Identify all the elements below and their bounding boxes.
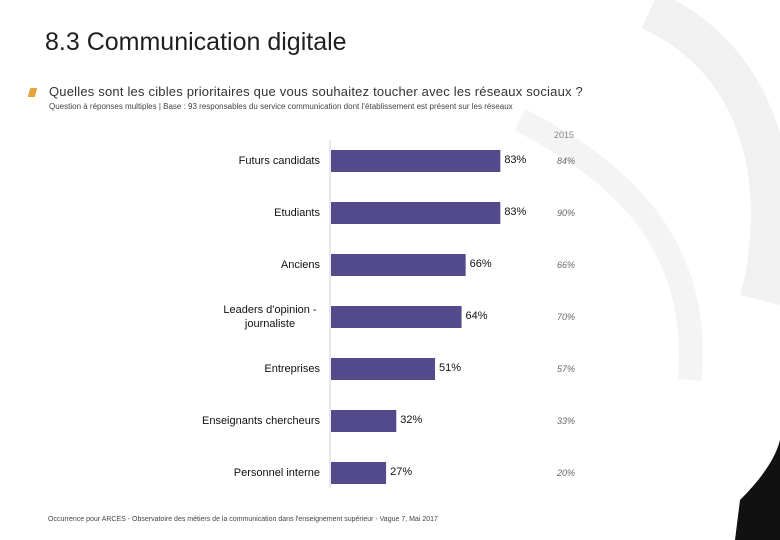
bar-4	[331, 358, 436, 380]
bar-5	[331, 410, 397, 432]
category-label: Anciens	[280, 259, 320, 271]
category-label: Etudiants	[274, 207, 320, 219]
comparison-value: 33%	[556, 416, 575, 426]
question-subtitle: Question à réponses multiples | Base : 9…	[49, 102, 513, 111]
footer-note: Occurrence pour ARCES - Observatoire des…	[48, 516, 438, 523]
category-label: Personnel interne	[233, 467, 320, 479]
comparison-value: 20%	[556, 468, 575, 478]
bar-1	[331, 202, 501, 224]
page-title: 8.3 Communication digitale	[45, 28, 347, 56]
question-text: Quelles sont les cibles prioritaires que…	[49, 84, 583, 99]
bar-6	[331, 462, 387, 484]
value-label: 27%	[390, 466, 413, 478]
value-label: 83%	[504, 154, 527, 166]
value-label: 51%	[439, 362, 462, 374]
comparison-value: 66%	[556, 260, 575, 270]
corner-swoosh	[735, 440, 780, 540]
value-label: 83%	[504, 206, 527, 218]
category-label: Entreprises	[264, 363, 320, 375]
value-label: 32%	[400, 414, 423, 426]
value-label: 66%	[469, 258, 492, 270]
bar-2	[331, 254, 466, 276]
comparison-year-label: 2015	[553, 130, 575, 140]
swirl-arc-inner	[514, 109, 703, 381]
swirl-arc-outer	[641, 0, 780, 305]
comparison-value: 70%	[556, 312, 575, 322]
value-label: 64%	[465, 310, 488, 322]
category-label: Leaders d'opinion - journaliste	[223, 304, 317, 330]
comparison-value: 84%	[556, 156, 575, 166]
comparison-value: 57%	[556, 364, 575, 374]
category-label: Enseignants chercheurs	[201, 415, 320, 427]
bar-0	[331, 150, 501, 172]
comparison-value: 90%	[556, 208, 575, 218]
bar-3	[331, 306, 462, 328]
category-label: Futurs candidats	[238, 155, 320, 167]
